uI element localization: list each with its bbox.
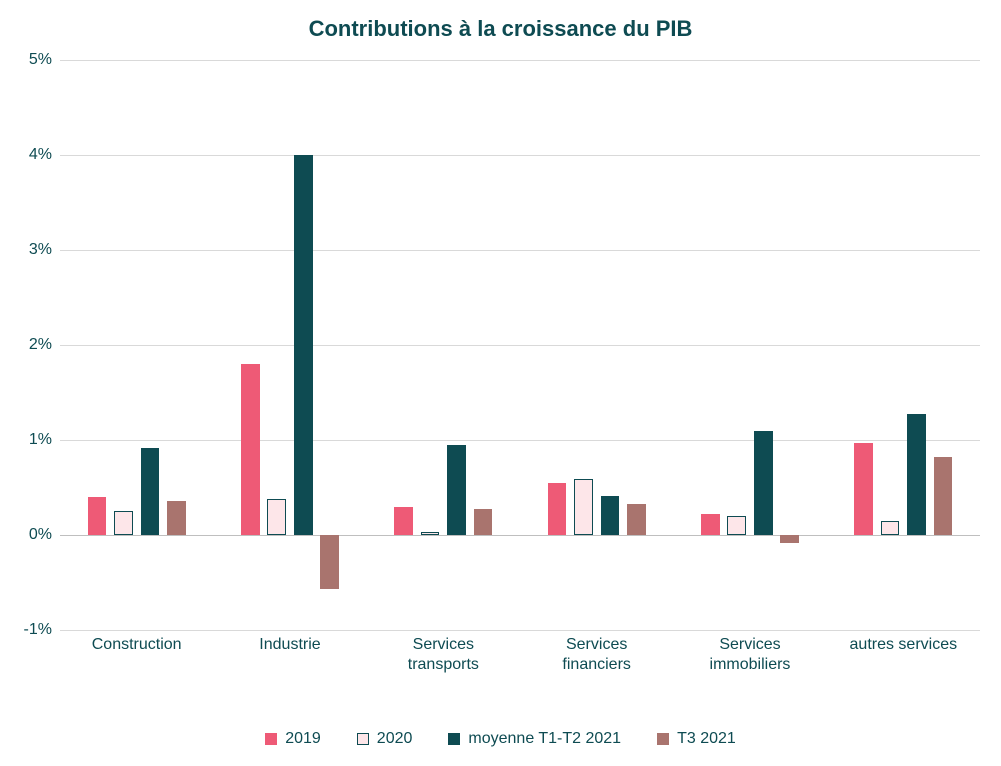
legend: 2019 2020 moyenne T1-T2 2021 T3 2021 (0, 730, 1001, 748)
bar (267, 499, 286, 535)
legend-swatch (657, 733, 669, 745)
plot-inner: -1%0%1%2%3%4%5% (60, 60, 980, 630)
bar (934, 457, 953, 535)
grid-line (60, 60, 980, 61)
legend-item: moyenne T1-T2 2021 (448, 730, 621, 748)
legend-swatch (357, 733, 369, 745)
bar (574, 479, 593, 535)
legend-item: T3 2021 (657, 730, 736, 748)
grid-line (60, 440, 980, 441)
legend-label: 2020 (377, 730, 413, 748)
bar (881, 521, 900, 535)
grid-line (60, 345, 980, 346)
bar (474, 509, 493, 535)
y-tick-label: 3% (29, 241, 60, 259)
y-tick-label: 2% (29, 336, 60, 354)
bar (854, 443, 873, 535)
legend-item: 2020 (357, 730, 413, 748)
bar (548, 483, 567, 535)
y-tick-label: 0% (29, 526, 60, 544)
bar (601, 496, 620, 535)
x-tick-label: autres services (827, 635, 980, 655)
x-tick-label: Servicesfinanciers (520, 635, 673, 675)
grid-line (60, 250, 980, 251)
bar (754, 431, 773, 535)
grid-line (60, 630, 980, 631)
legend-label: 2019 (285, 730, 321, 748)
x-tick-label: Servicesimmobiliers (673, 635, 826, 675)
bar (294, 155, 313, 535)
y-tick-label: 5% (29, 51, 60, 69)
plot-area: -1%0%1%2%3%4%5% (60, 60, 980, 630)
bar (907, 414, 926, 535)
bar (88, 497, 107, 535)
grid-line (60, 155, 980, 156)
x-tick-label: Servicestransports (367, 635, 520, 675)
bar (394, 507, 413, 536)
bar (780, 535, 799, 543)
bar (421, 532, 440, 535)
gdp-contribution-chart: Contributions à la croissance du PIB -1%… (0, 0, 1001, 766)
legend-swatch (448, 733, 460, 745)
legend-label: moyenne T1-T2 2021 (468, 730, 621, 748)
chart-title: Contributions à la croissance du PIB (0, 16, 1001, 42)
bar (320, 535, 339, 589)
bar (141, 448, 160, 535)
bar (241, 364, 260, 535)
y-tick-label: 4% (29, 146, 60, 164)
bar (447, 445, 466, 535)
bar (167, 501, 186, 535)
bar (114, 511, 133, 535)
x-tick-label: Construction (60, 635, 213, 655)
legend-label: T3 2021 (677, 730, 736, 748)
y-tick-label: -1% (24, 621, 60, 639)
x-tick-label: Industrie (213, 635, 366, 655)
legend-item: 2019 (265, 730, 321, 748)
bar (701, 514, 720, 535)
bar (727, 516, 746, 535)
zero-line (60, 535, 980, 536)
y-tick-label: 1% (29, 431, 60, 449)
bar (627, 504, 646, 535)
legend-swatch (265, 733, 277, 745)
